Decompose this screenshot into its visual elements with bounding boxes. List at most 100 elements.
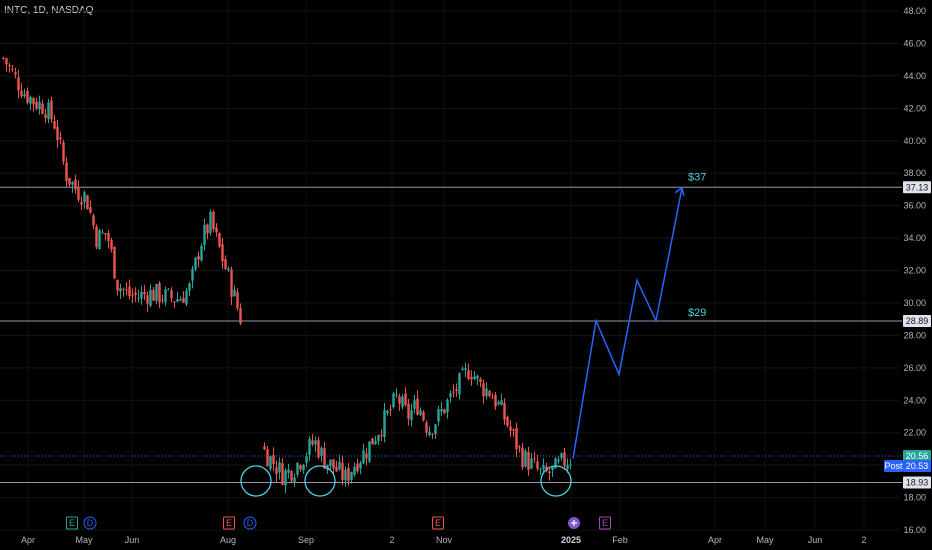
candle-body bbox=[161, 299, 164, 301]
candle-body bbox=[410, 410, 413, 421]
candle-body bbox=[173, 301, 176, 303]
x-tick-label: Apr bbox=[21, 535, 35, 545]
candle-body bbox=[524, 450, 527, 467]
support-circles bbox=[240, 465, 572, 497]
candle-body bbox=[287, 469, 290, 473]
candle-body bbox=[482, 383, 485, 397]
candle-body bbox=[518, 446, 521, 448]
x-tick-label: May bbox=[756, 535, 774, 545]
candle-body bbox=[281, 463, 284, 485]
candle-body bbox=[332, 459, 335, 469]
event-marker-label: E bbox=[226, 518, 232, 528]
candle-body bbox=[317, 440, 320, 458]
candle-body bbox=[551, 466, 554, 471]
candle-body bbox=[119, 288, 122, 292]
candle-body bbox=[230, 269, 233, 297]
candle-body bbox=[77, 187, 80, 200]
time-axis[interactable]: Apr May Jun Aug Sep 2 Nov 2025 Feb Apr May Jun 2 bbox=[21, 535, 867, 545]
candle-body bbox=[200, 245, 203, 261]
dividend-marker bbox=[243, 516, 257, 530]
x-tick-label: Sep bbox=[298, 535, 314, 545]
candle-body bbox=[80, 202, 83, 205]
candle-body bbox=[569, 464, 572, 466]
candle-body bbox=[278, 462, 281, 473]
y-tick-label: 38.00 bbox=[903, 168, 926, 178]
candle-body bbox=[104, 233, 107, 235]
candle-body bbox=[533, 458, 536, 460]
candle-body bbox=[98, 230, 101, 250]
candle-body bbox=[101, 232, 104, 234]
candle-body bbox=[407, 403, 410, 419]
candle-body bbox=[566, 464, 569, 469]
last-price-tag-label: 20.56 bbox=[906, 451, 929, 461]
candle-body bbox=[503, 402, 506, 420]
y-tick-label: 22.00 bbox=[903, 428, 926, 438]
grid-lines bbox=[0, 0, 900, 531]
candle-body bbox=[311, 440, 314, 445]
candle-body bbox=[44, 114, 47, 118]
candle-body bbox=[341, 462, 344, 480]
candle-body bbox=[26, 91, 29, 103]
candle-body bbox=[176, 299, 179, 302]
candle-body bbox=[269, 456, 272, 470]
candle-body bbox=[83, 192, 86, 203]
candle-body bbox=[380, 434, 383, 436]
candle-body bbox=[86, 195, 89, 210]
post-price-tag-label: 20.53 bbox=[906, 461, 929, 471]
candle-body bbox=[428, 431, 431, 436]
candle-body bbox=[512, 429, 515, 431]
candle-body bbox=[131, 294, 134, 296]
candle-body bbox=[32, 97, 35, 105]
candle-body bbox=[404, 393, 407, 405]
event-marker-label: D bbox=[247, 518, 254, 528]
price-axis[interactable]: 48.00 46.00 44.00 42.00 40.00 38.00 36.00 34.00… bbox=[884, 6, 931, 535]
candle-body bbox=[5, 58, 8, 65]
candle-body bbox=[155, 284, 158, 301]
candle-body bbox=[110, 240, 113, 250]
candle-body bbox=[434, 424, 437, 435]
candle-body bbox=[338, 461, 341, 470]
candle-body bbox=[446, 399, 449, 413]
candle-body bbox=[284, 470, 287, 486]
x-tick-label: Jun bbox=[125, 535, 140, 545]
candle-body bbox=[62, 142, 65, 162]
candle-body bbox=[413, 400, 416, 409]
x-tick-label: 2 bbox=[861, 535, 866, 545]
y-tick-label: 26.00 bbox=[903, 363, 926, 373]
candle-body bbox=[206, 224, 209, 234]
candle-body bbox=[323, 448, 326, 469]
candle-body bbox=[227, 268, 230, 271]
candle-body bbox=[146, 295, 149, 304]
candle-body bbox=[557, 459, 560, 462]
candle-body bbox=[68, 177, 71, 185]
price-level-tag-label: 18.93 bbox=[906, 477, 929, 487]
candle-body bbox=[11, 69, 14, 71]
candle-body bbox=[476, 375, 479, 379]
price-level-tag bbox=[903, 181, 931, 194]
candle-body bbox=[95, 226, 98, 247]
candle-body bbox=[29, 96, 32, 104]
candle-body bbox=[506, 416, 509, 426]
earnings-marker bbox=[223, 516, 235, 530]
candle-body bbox=[128, 286, 131, 297]
candle-body bbox=[539, 468, 542, 470]
candle-body bbox=[563, 452, 566, 467]
candle-body bbox=[203, 225, 206, 246]
candle-body bbox=[365, 453, 368, 459]
earnings-marker bbox=[432, 516, 444, 530]
y-tick-label: 42.00 bbox=[903, 103, 926, 113]
candle-body bbox=[20, 90, 23, 97]
x-tick-label: Nov bbox=[436, 535, 453, 545]
projection-arrowhead bbox=[674, 186, 685, 196]
candle-body bbox=[359, 462, 362, 469]
candle-body bbox=[416, 398, 419, 415]
candle-body bbox=[41, 103, 44, 114]
candle-body bbox=[455, 389, 458, 392]
y-tick-label: 48.00 bbox=[903, 6, 926, 16]
candle-body bbox=[197, 256, 200, 260]
horizontal-levels bbox=[0, 186, 902, 483]
candle-body bbox=[440, 409, 443, 412]
post-tag bbox=[884, 460, 903, 473]
